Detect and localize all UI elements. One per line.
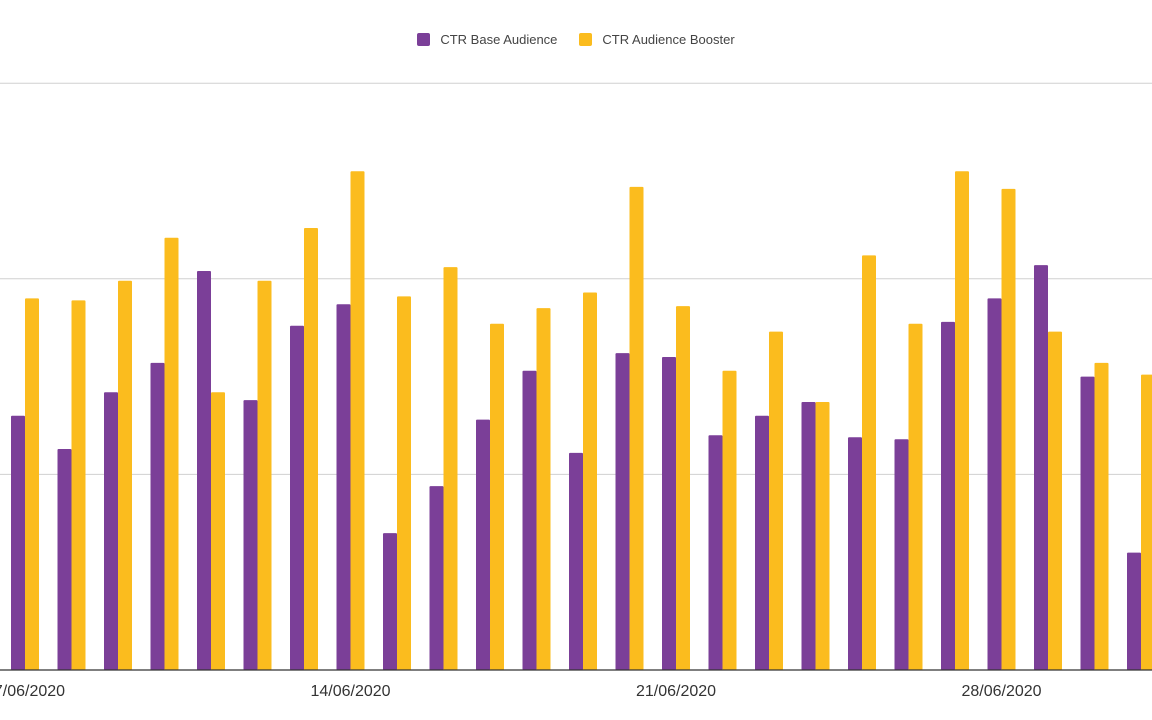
bar-base: [476, 419, 490, 670]
bar-booster: [1141, 374, 1152, 670]
bar-base: [1034, 265, 1048, 670]
bar-booster: [118, 280, 132, 670]
bar-booster: [862, 255, 876, 670]
bar-base: [1127, 552, 1141, 670]
legend: CTR Base Audience CTR Audience Booster: [0, 32, 1152, 47]
legend-item-booster[interactable]: CTR Audience Booster: [579, 32, 735, 47]
bar-booster: [815, 402, 830, 670]
legend-label-booster: CTR Audience Booster: [602, 32, 735, 47]
bar-base: [522, 370, 537, 670]
bar-base: [290, 325, 304, 670]
legend-label-base: CTR Base Audience: [440, 32, 558, 47]
bar-booster: [397, 296, 411, 670]
bar-booster: [1001, 188, 1016, 670]
bar-base: [57, 448, 72, 670]
bar-booster: [443, 267, 458, 670]
x-tick-label: 28/06/2020: [961, 683, 1041, 700]
bar-base: [615, 353, 630, 670]
bar-booster: [257, 280, 272, 670]
bar-base: [848, 437, 862, 670]
bar-booster: [676, 306, 690, 670]
bar-booster: [1048, 331, 1062, 670]
bar-base: [894, 439, 909, 670]
bar-base: [429, 486, 444, 670]
bar-base: [11, 415, 25, 670]
bar-base: [755, 415, 769, 670]
bar-base: [801, 402, 816, 670]
bar-base: [941, 321, 955, 670]
bar-base: [104, 392, 118, 670]
bar-base: [569, 452, 583, 670]
bar-booster: [490, 323, 504, 670]
x-tick-label: 07/06/2020: [0, 683, 65, 700]
bar-base: [197, 270, 211, 670]
bar-base: [383, 533, 397, 670]
bar-base: [243, 400, 258, 670]
bar-booster: [1094, 362, 1109, 670]
bar-booster: [350, 171, 365, 670]
legend-swatch-base: [417, 33, 431, 46]
bar-base: [1080, 376, 1095, 670]
legend-item-base[interactable]: CTR Base Audience: [417, 32, 557, 47]
bar-booster: [722, 370, 737, 670]
bar-base: [662, 357, 676, 670]
bar-booster: [25, 298, 39, 670]
bar-booster: [583, 292, 597, 670]
legend-swatch-booster: [579, 33, 593, 46]
x-tick-label: 14/06/2020: [310, 683, 390, 700]
bar-base: [336, 304, 351, 670]
bar-booster: [164, 237, 179, 670]
bar-base: [987, 298, 1002, 670]
bar-booster: [629, 186, 644, 671]
bar-booster: [211, 392, 225, 670]
bar-base: [150, 362, 165, 670]
bar-booster: [769, 331, 783, 670]
bar-booster: [71, 300, 86, 670]
bar-booster: [955, 171, 969, 670]
bar-booster: [908, 323, 923, 670]
bar-booster: [536, 308, 551, 670]
x-tick-label: 21/06/2020: [636, 683, 716, 700]
bar-base: [708, 435, 723, 670]
bar-booster: [304, 227, 318, 670]
